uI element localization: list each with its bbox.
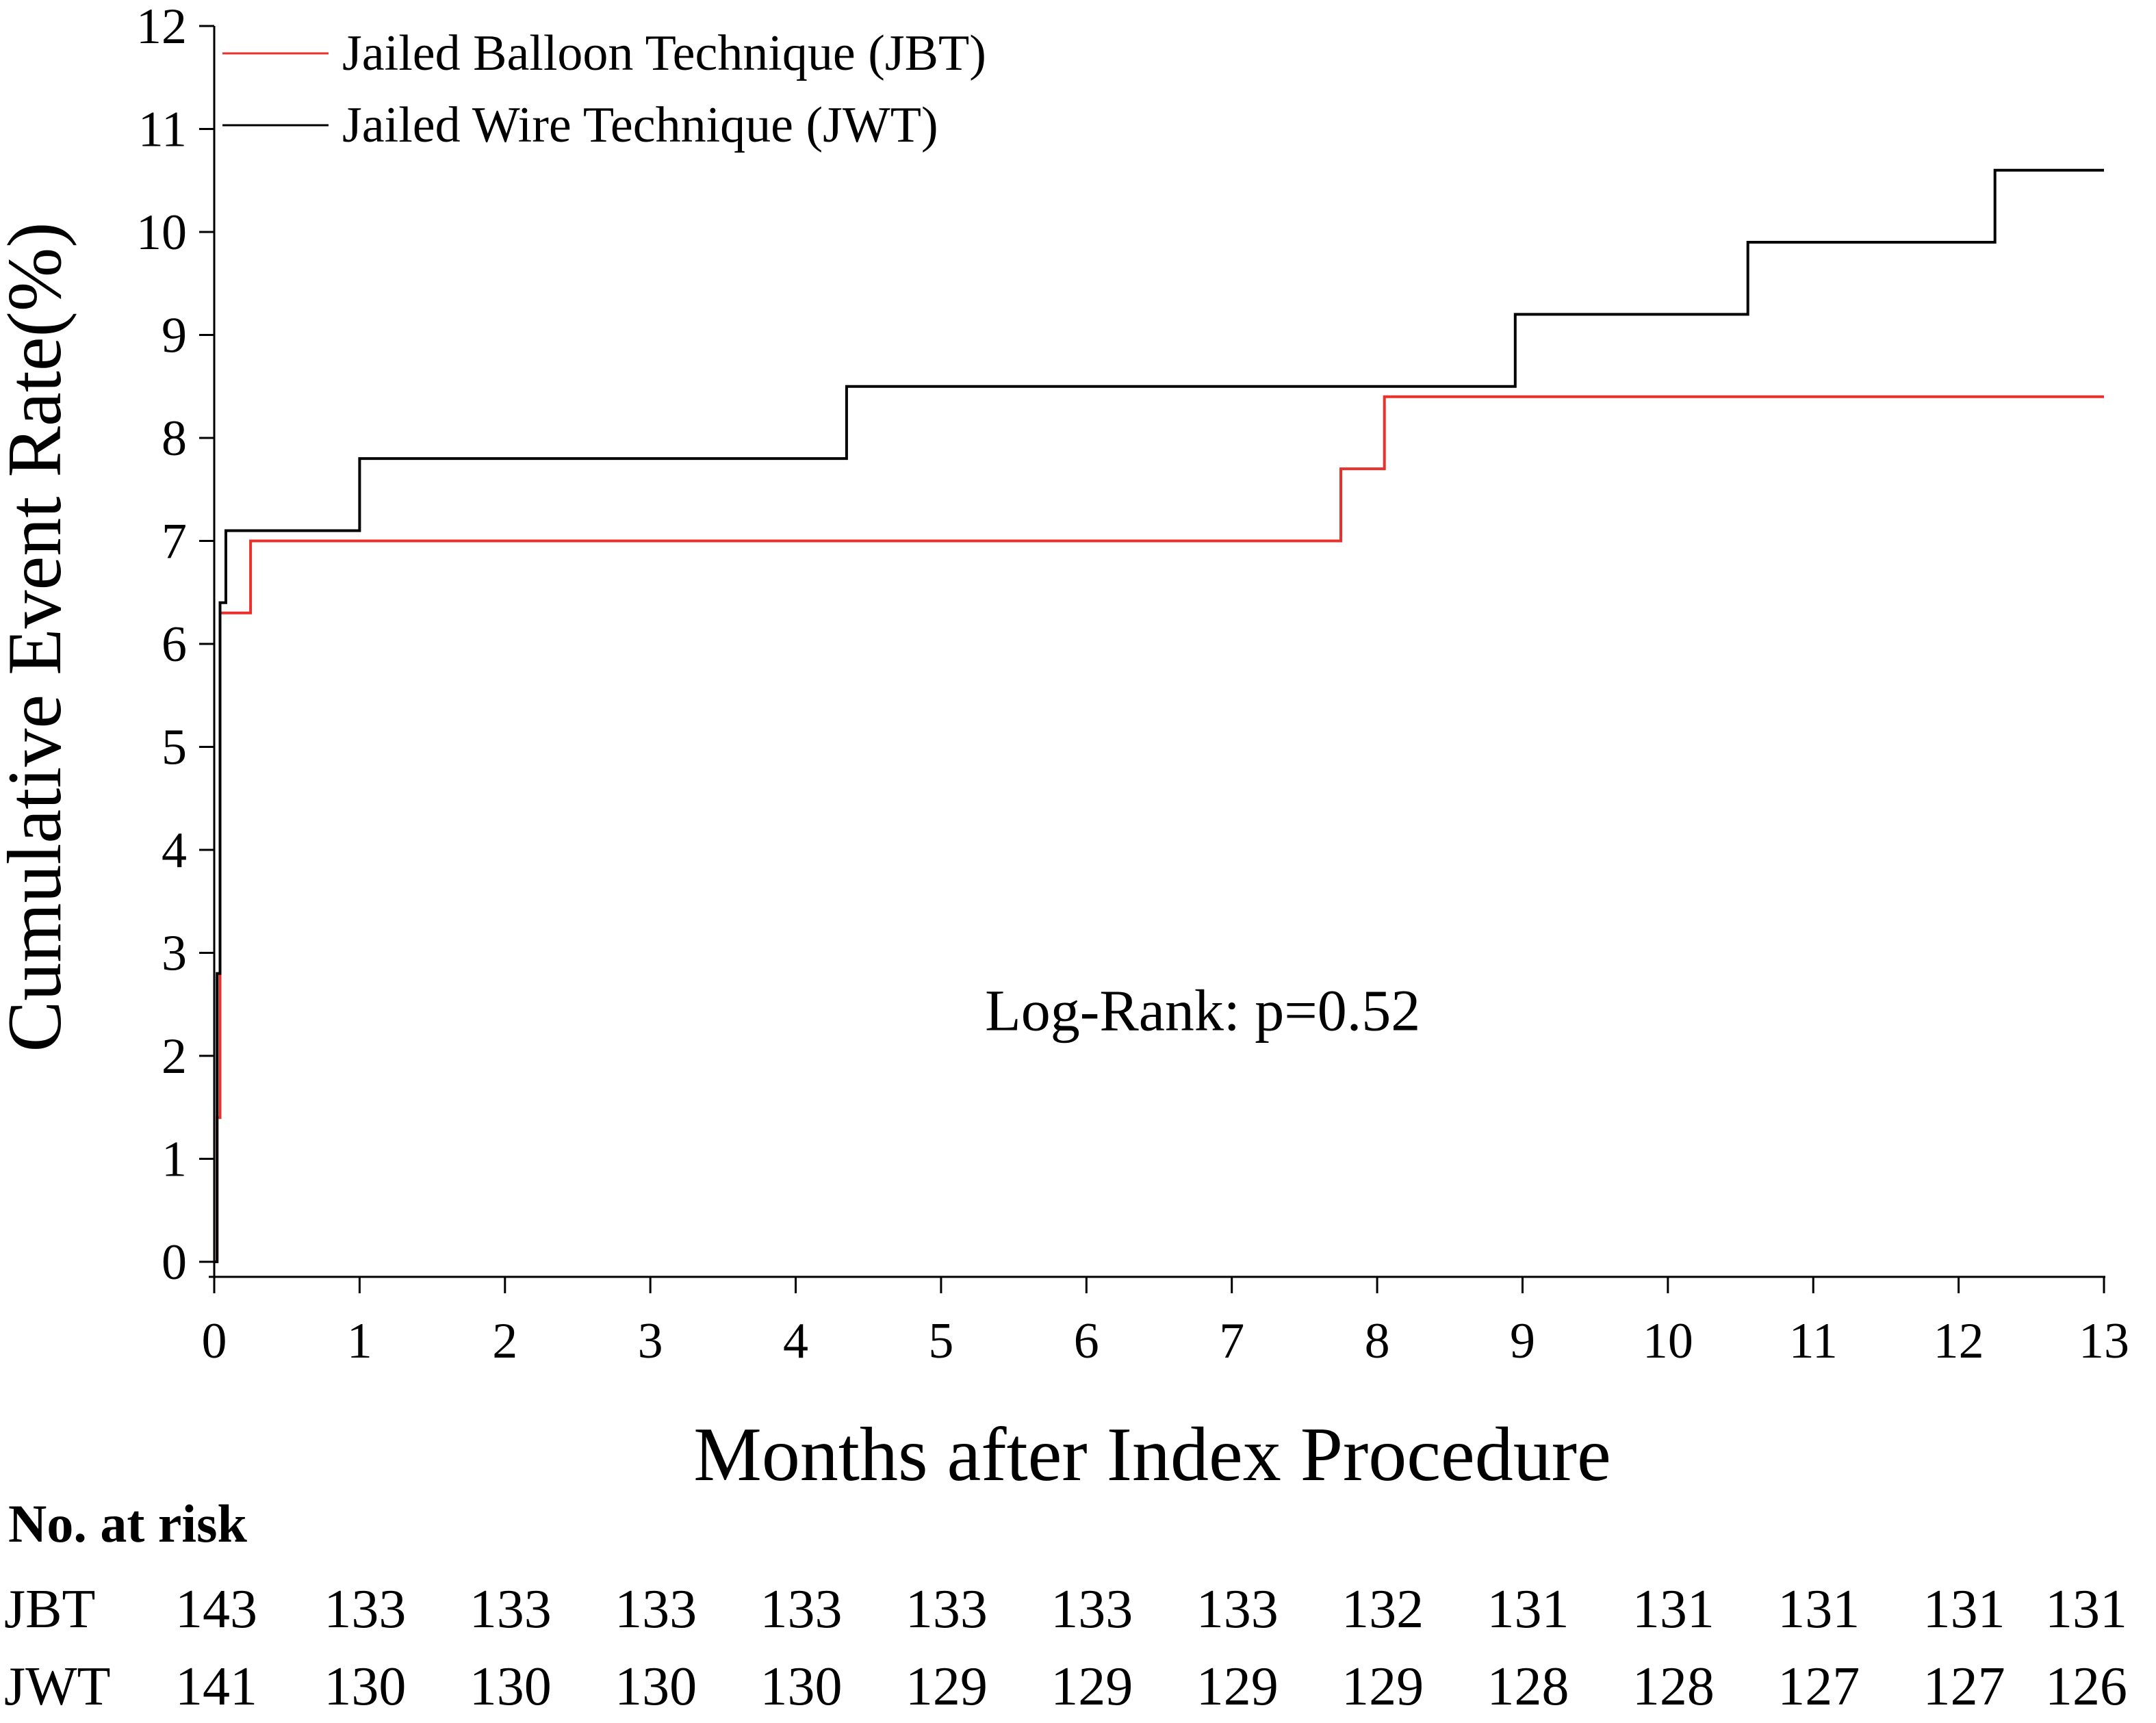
risk-cell: 129	[1051, 1657, 1133, 1717]
labels-layer: Cumulative Event Rate(%) Months after Ind…	[0, 222, 1611, 1497]
risk-cell: 131	[1778, 1579, 1860, 1640]
x-tick-label: 6	[1074, 1313, 1099, 1369]
x-tick-label: 12	[1934, 1313, 1984, 1369]
y-tick-label: 2	[162, 1028, 187, 1085]
series-line-jbt	[214, 395, 2104, 1263]
risk-cell: 130	[760, 1657, 843, 1717]
risk-cell: 141	[175, 1657, 257, 1717]
risk-cell: 130	[470, 1657, 552, 1717]
x-tick-label: 10	[1643, 1313, 1693, 1369]
x-tick-label: 4	[783, 1313, 808, 1369]
y-tick-label: 8	[162, 411, 187, 467]
risk-cell: 131	[1632, 1579, 1715, 1640]
legend-label: Jailed Wire Technique (JWT)	[342, 97, 938, 153]
y-tick-label: 4	[162, 822, 187, 879]
risk-row-label: JBT	[4, 1579, 95, 1640]
risk-cell: 126	[2045, 1657, 2127, 1717]
legend: Jailed Balloon Technique (JBT) Jailed Wir…	[222, 25, 986, 153]
y-tick-label: 11	[138, 102, 187, 158]
risk-cell: 133	[615, 1579, 697, 1640]
y-tick-label: 1	[162, 1132, 187, 1188]
risk-cell: 130	[324, 1657, 406, 1717]
x-tick-label: 0	[202, 1313, 227, 1369]
y-tick-label: 7	[162, 514, 187, 570]
x-tick-label: 13	[2079, 1313, 2129, 1369]
x-tick-label: 11	[1789, 1313, 1838, 1369]
x-tick-label: 8	[1365, 1313, 1390, 1369]
risk-cell: 127	[1923, 1657, 2005, 1717]
risk-cell: 133	[1051, 1579, 1133, 1640]
x-tick-label: 1	[347, 1313, 372, 1369]
risk-cell: 133	[906, 1579, 988, 1640]
risk-cell: 133	[324, 1579, 406, 1640]
risk-cell: 133	[470, 1579, 552, 1640]
x-tick-label: 9	[1510, 1313, 1535, 1369]
y-axis-title: Cumulative Event Rate(%)	[0, 222, 77, 1052]
x-tick-label: 3	[638, 1313, 663, 1369]
risk-cell: 129	[906, 1657, 988, 1717]
log-rank-annotation: Log-Rank: p=0.52	[985, 977, 1420, 1043]
x-tick-label: 7	[1219, 1313, 1244, 1369]
x-tick-label: 5	[928, 1313, 953, 1369]
risk-table: No. at risk JBT 143 133 133 133 133 133 133 133 13…	[4, 1494, 2127, 1717]
series-layer	[214, 168, 2104, 1263]
risk-cell: 130	[615, 1657, 697, 1717]
y-tick-label: 12	[136, 0, 187, 55]
risk-cell: 129	[1342, 1657, 1424, 1717]
risk-cell: 131	[2045, 1579, 2127, 1640]
risk-cell: 129	[1196, 1657, 1279, 1717]
risk-cell: 131	[1487, 1579, 1569, 1640]
risk-cell: 133	[760, 1579, 843, 1640]
risk-cell: 128	[1632, 1657, 1715, 1717]
risk-cell: 133	[1196, 1579, 1279, 1640]
y-tick-label: 5	[162, 720, 187, 776]
risk-cell: 132	[1342, 1579, 1424, 1640]
risk-cell: 127	[1778, 1657, 1860, 1717]
risk-cell: 128	[1487, 1657, 1569, 1717]
y-tick-label: 6	[162, 617, 187, 673]
y-tick-label: 10	[136, 205, 187, 261]
risk-table-title: No. at risk	[8, 1494, 247, 1553]
series-line-jwt	[214, 168, 2104, 1263]
y-tick-label: 0	[162, 1234, 187, 1291]
risk-cell: 143	[175, 1579, 257, 1640]
y-tick-label: 9	[162, 308, 187, 364]
x-axis-title: Months after Index Procedure	[693, 1412, 1610, 1497]
legend-label: Jailed Balloon Technique (JBT)	[342, 25, 986, 81]
risk-row-label: JWT	[4, 1657, 111, 1717]
x-tick-label: 2	[492, 1313, 517, 1369]
risk-cell: 131	[1923, 1579, 2005, 1640]
y-tick-label: 3	[162, 926, 187, 982]
